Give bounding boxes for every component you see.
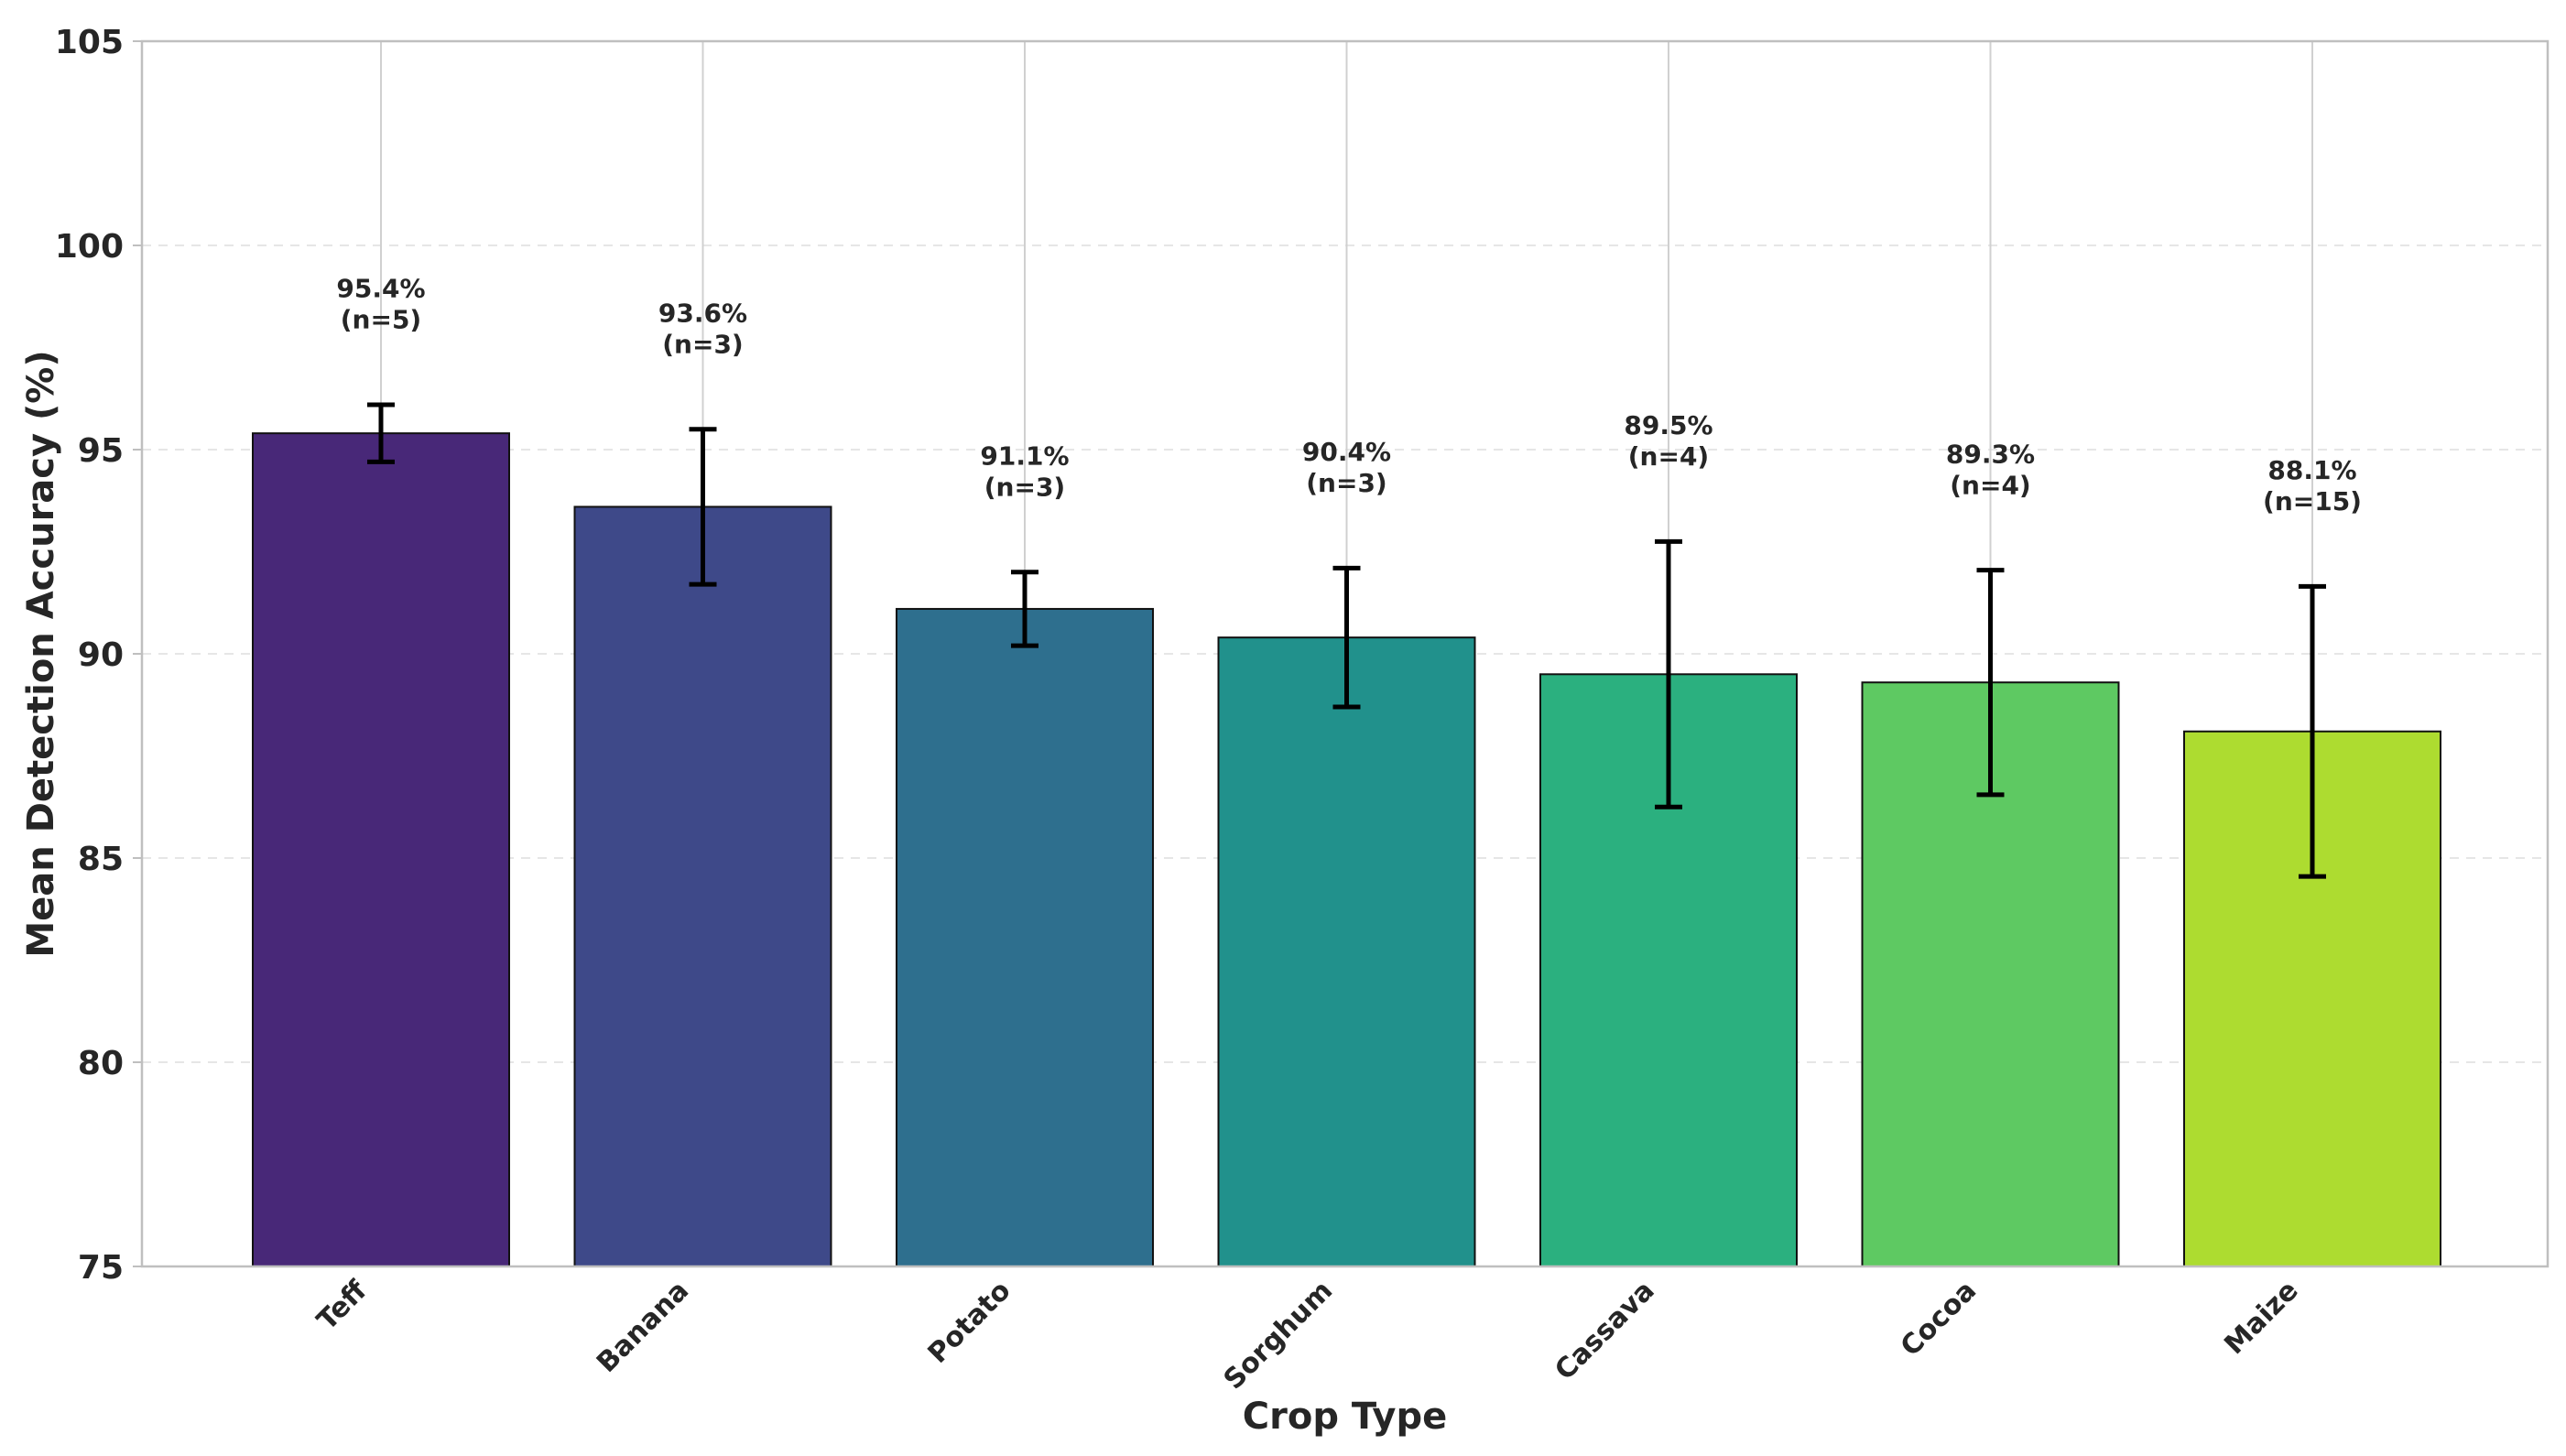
value-label: 95.4% [336,274,425,304]
count-label: (n=4) [1950,470,2030,500]
bar-labels: 95.4%(n=5) 93.6%(n=3)91.1%(n=3)90.4%(n=3)… [336,274,2362,516]
y-tick-label: 90 [78,636,124,674]
count-label: (n=15) [2263,486,2362,516]
x-tick-label: Cassava [1549,1275,1660,1386]
x-tick-label: Teff [311,1274,374,1336]
bar-banana [573,505,832,1267]
value-label: 89.5% [1624,410,1712,440]
count-label: (n=3) [984,473,1065,503]
value-label: 89.3% [1946,439,2035,469]
count-label: (n=3) [1306,468,1386,498]
value-label: 91.1% [980,441,1069,472]
y-tick-label: 95 [78,432,124,470]
bars [252,432,2441,1268]
y-tick-label: 80 [78,1045,124,1082]
bar-sorghum [1217,636,1476,1267]
error-bars [367,402,2326,879]
value-label: 93.6% [658,299,747,329]
y-tick-label: 105 [55,24,124,61]
y-tick-label: 100 [55,228,124,266]
value-label: 88.1% [2267,455,2356,485]
x-axis-title: Crop Type [1243,1396,1448,1438]
bar-teff [252,432,510,1268]
x-tick-label: Banana [591,1275,695,1379]
count-label: (n=3) [662,330,743,360]
y-axis-title: Mean Detection Accuracy (%) [20,350,62,957]
y-tick-label: 85 [78,841,124,878]
count-label: (n=4) [1628,441,1709,472]
value-label: 90.4% [1302,437,1391,467]
x-tick-label: Maize [2218,1275,2304,1361]
x-tick-label: Sorghum [1218,1275,1340,1396]
x-tick-label: Cocoa [1895,1275,1983,1363]
bar-potato [896,607,1154,1267]
x-tick-label: Potato [922,1275,1017,1370]
y-tick-label: 75 [78,1249,124,1287]
count-label: (n=5) [341,305,421,335]
